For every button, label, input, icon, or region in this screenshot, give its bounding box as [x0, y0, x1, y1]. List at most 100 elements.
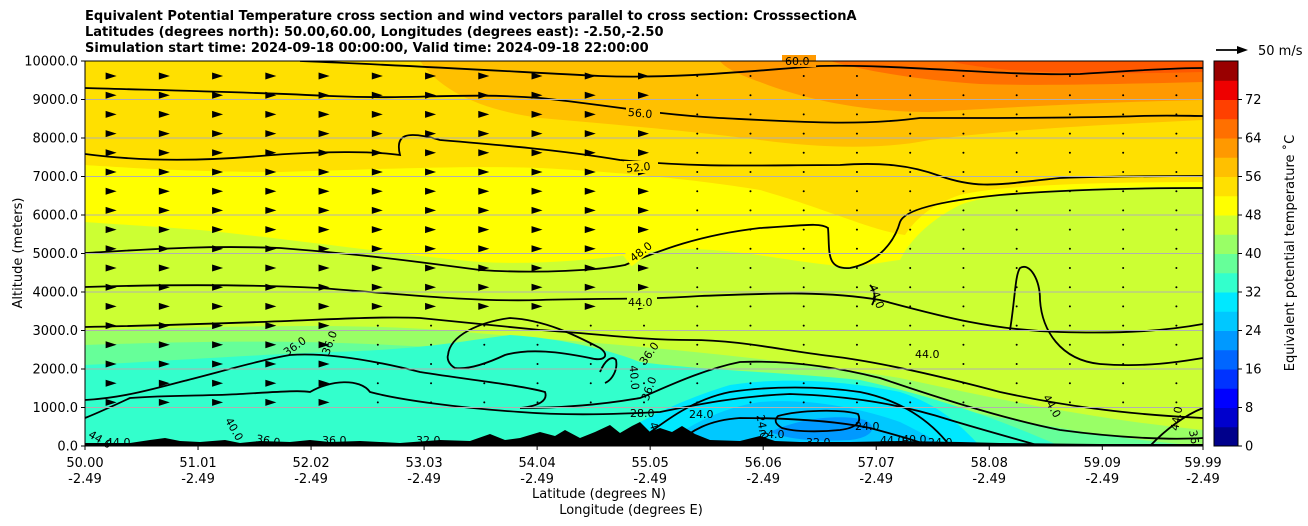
- wind-arrow: [1068, 209, 1071, 212]
- colorbar: 0 8 16 24 32 40 48 56 64 72: [1213, 60, 1262, 455]
- wind-arrow: [531, 283, 543, 291]
- wind-arrow: [478, 168, 490, 176]
- wind-arrow: [105, 322, 117, 330]
- wind-arrow: [483, 343, 486, 346]
- title-line-1: Equivalent Potential Temperature cross s…: [85, 9, 857, 24]
- wind-arrow: [962, 324, 965, 327]
- wind-arrow: [749, 113, 752, 116]
- wind-arrow: [158, 379, 170, 387]
- y-tick-label: 2000.0: [33, 363, 79, 378]
- wind-arrow: [531, 245, 543, 253]
- wind-arrow: [212, 168, 224, 176]
- wind-arrow: [802, 382, 805, 385]
- wind-arrow: [638, 130, 649, 138]
- wind-arrow: [318, 168, 330, 176]
- wind-arrow: [802, 151, 805, 154]
- wind-arrow: [158, 149, 170, 157]
- colorbar-segment: [1214, 138, 1238, 158]
- x-tick-label-lat: 59.09: [1084, 456, 1121, 471]
- wind-arrow: [105, 283, 117, 291]
- wind-arrow: [1015, 382, 1018, 385]
- wind-key-label: 50 m/s: [1258, 44, 1303, 59]
- wind-arrow: [105, 245, 117, 253]
- wind-arrow: [265, 360, 277, 368]
- colorbar-segment: [1214, 388, 1238, 408]
- wind-arrow: [158, 226, 170, 234]
- wind-arrow: [371, 302, 383, 310]
- wind-arrow: [749, 305, 752, 308]
- wind-arrow: [318, 322, 330, 330]
- wind-arrow: [584, 110, 596, 118]
- wind-arrow: [425, 187, 437, 195]
- contour-52: [85, 134, 1203, 186]
- wind-arrow: [909, 343, 912, 346]
- wind-arrow: [158, 187, 170, 195]
- wind-arrow: [909, 190, 912, 193]
- wind-arrow: [371, 110, 383, 118]
- wind-arrow: [638, 149, 649, 157]
- wind-arrow: [1068, 247, 1071, 250]
- wind-arrow: [962, 401, 965, 404]
- contour-label: 36.0: [255, 432, 281, 449]
- wind-arrow: [1175, 113, 1178, 116]
- wind-arrow: [696, 113, 699, 116]
- contour-label: 52.0: [625, 160, 651, 175]
- wind-arrow: [909, 363, 912, 365]
- wind-arrow: [430, 382, 433, 385]
- wind-arrow: [584, 283, 596, 291]
- wind-arrow: [855, 209, 858, 212]
- x-tick-label-lon: -2.49: [181, 472, 215, 487]
- x-tick-label-lat: 53.03: [405, 456, 442, 471]
- wind-arrow: [318, 341, 330, 349]
- contour-36-loop: [446, 317, 607, 370]
- wind-arrow: [1015, 247, 1018, 250]
- wind-arrow: [212, 283, 224, 291]
- wind-arrow: [371, 91, 383, 99]
- x-tick-label-lat: 58.08: [971, 456, 1008, 471]
- wind-arrow: [531, 226, 543, 234]
- wind-arrow: [696, 286, 699, 289]
- contour-44-branch: [1009, 265, 1203, 366]
- wind-arrow: [1015, 190, 1018, 193]
- wind-arrow: [749, 132, 752, 135]
- wind-arrow: [696, 305, 699, 308]
- wind-arrow: [638, 91, 649, 99]
- wind-arrow: [318, 130, 330, 138]
- wind-arrow: [265, 226, 277, 234]
- wind-arrow: [749, 267, 752, 269]
- wind-arrow: [909, 267, 912, 269]
- x-tick-label-lon: -2.49: [294, 472, 328, 487]
- wind-arrow: [909, 401, 912, 404]
- wind-arrow: [802, 228, 805, 231]
- wind-arrow: [749, 401, 752, 404]
- wind-arrow: [749, 343, 752, 346]
- wind-arrow: [749, 324, 752, 327]
- wind-arrow: [105, 360, 117, 368]
- colorbar-segment: [1214, 349, 1238, 370]
- wind-arrow: [962, 363, 965, 365]
- wind-arrow: [1068, 267, 1071, 269]
- wind-arrow: [531, 130, 543, 138]
- x-tick-label-lat: 59.99: [1184, 456, 1221, 471]
- wind-arrow: [1068, 343, 1071, 346]
- colorbar-segment: [1214, 61, 1238, 81]
- contour-lines: [85, 61, 1203, 446]
- wind-arrow: [318, 398, 330, 406]
- wind-arrow: [1068, 228, 1071, 231]
- wind-arrow: [962, 75, 965, 77]
- wind-arrow: [478, 226, 490, 234]
- contour-24: [674, 417, 931, 446]
- wind-arrow: [425, 72, 437, 80]
- contour-label: 32.0: [416, 434, 441, 447]
- wind-arrow: [584, 168, 596, 176]
- wind-arrow: [1068, 151, 1071, 154]
- wind-arrow: [318, 379, 330, 387]
- x-tick-label-lon: -2.49: [407, 472, 441, 487]
- wind-arrow: [536, 401, 539, 404]
- wind-arrow: [584, 264, 596, 272]
- wind-arrow: [212, 264, 224, 272]
- wind-arrow: [483, 401, 486, 404]
- wind-arrow: [749, 171, 752, 173]
- wind-arrow: [318, 91, 330, 99]
- wind-arrow: [638, 264, 649, 272]
